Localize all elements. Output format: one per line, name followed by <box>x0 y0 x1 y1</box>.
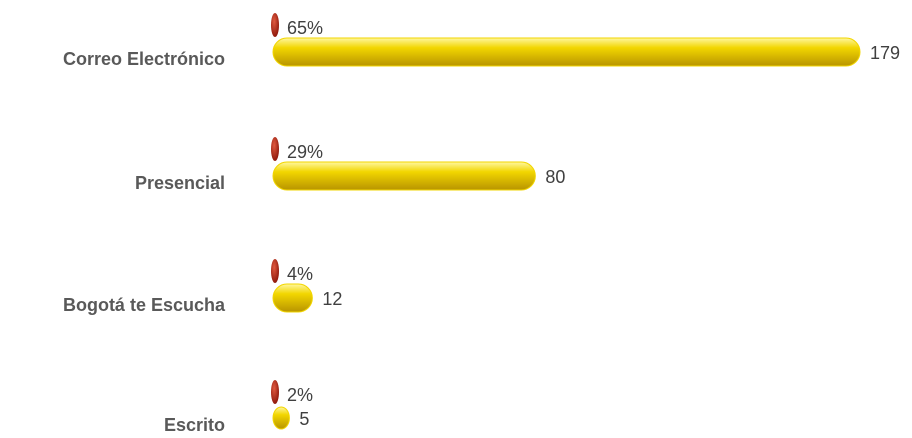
value-label: 179 <box>870 43 900 63</box>
percent-label: 2% <box>287 385 313 405</box>
bar <box>272 283 313 313</box>
percent-label: 29% <box>287 142 323 162</box>
value-label: 12 <box>322 289 342 309</box>
category-label: Correo Electrónico <box>63 49 225 69</box>
category-label: Presencial <box>135 173 225 193</box>
percent-marker <box>271 259 279 283</box>
percent-marker <box>271 380 279 404</box>
percent-label: 4% <box>287 264 313 284</box>
value-label: 80 <box>545 167 565 187</box>
category-label: Bogotá te Escucha <box>63 295 226 315</box>
percent-marker <box>271 13 279 37</box>
value-label: 5 <box>299 409 309 429</box>
bar <box>272 37 861 67</box>
bar <box>272 406 290 430</box>
category-label: Escrito <box>164 415 225 435</box>
percent-label: 65% <box>287 18 323 38</box>
bar <box>272 161 536 191</box>
percent-marker <box>271 137 279 161</box>
